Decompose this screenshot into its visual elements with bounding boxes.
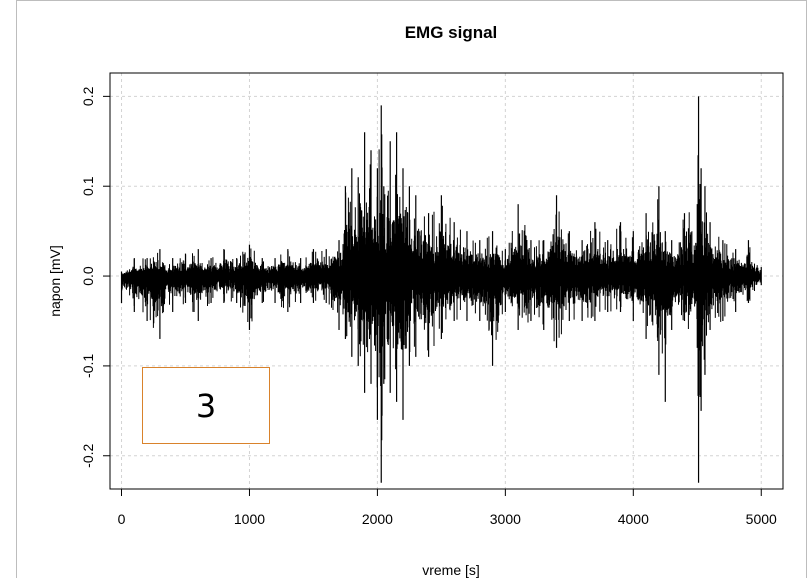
- annotation-label: 3: [195, 386, 217, 425]
- annotation-box: 3: [142, 367, 270, 444]
- x-axis: 0 1000 2000 3000 4000 5000: [118, 489, 777, 527]
- x-tick-label: 3000: [490, 511, 521, 527]
- x-tick-label: 0: [118, 511, 126, 527]
- y-axis: -0.2 -0.1 0.0 0.1 0.2: [80, 86, 110, 468]
- x-tick-label: 1000: [234, 511, 265, 527]
- x-tick-label: 2000: [362, 511, 393, 527]
- chart-frame: [16, 0, 807, 578]
- y-tick-label: -0.1: [80, 354, 96, 378]
- signal-series: [120, 96, 762, 483]
- y-tick-label: 0.0: [80, 266, 96, 286]
- x-axis-label: vreme [s]: [422, 562, 480, 578]
- y-tick-label: -0.2: [80, 443, 96, 467]
- x-tick-label: 4000: [618, 511, 649, 527]
- y-axis-label: napon [mV]: [47, 245, 63, 317]
- plot-border: [109, 72, 784, 490]
- chart-title: EMG signal: [405, 23, 498, 42]
- y-tick-label: 0.2: [80, 86, 96, 106]
- x-tick-label: 5000: [746, 511, 777, 527]
- y-tick-label: 0.1: [80, 176, 96, 196]
